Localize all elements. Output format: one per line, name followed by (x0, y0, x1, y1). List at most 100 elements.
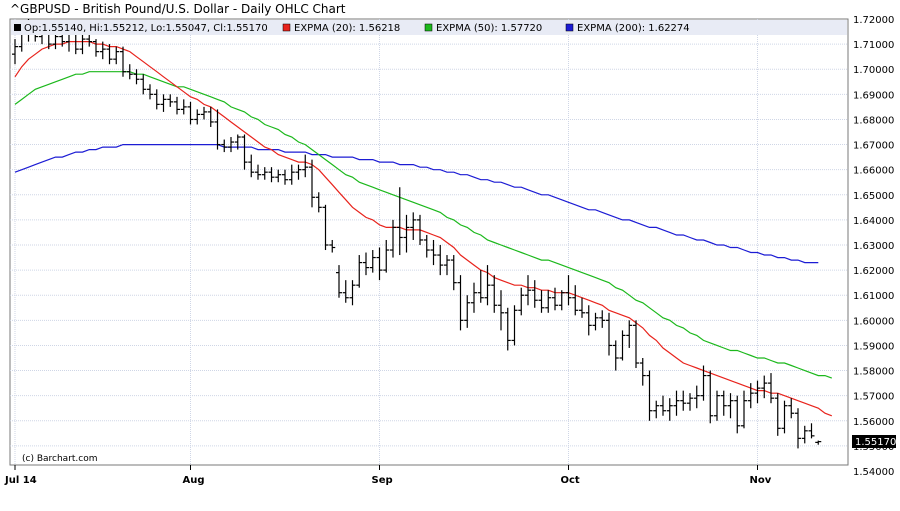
ohlc-bar (336, 265, 342, 298)
ohlc-bar (585, 305, 592, 336)
ohlc-bar (410, 212, 417, 240)
ohlc-bar (437, 245, 444, 276)
ohlc-bar (673, 390, 680, 416)
x-tick-label: Nov (750, 475, 772, 486)
ohlc-bar (747, 383, 754, 409)
y-tick-label: 1.65000 (853, 191, 894, 202)
ohlc-bar (633, 320, 639, 369)
ohlc-bar (221, 139, 228, 153)
ohlc-bar (639, 358, 646, 386)
ohlc-bar (734, 395, 741, 434)
ohlc-bar (592, 312, 599, 331)
y-tick-label: 1.70000 (853, 65, 894, 76)
ohlc-bar (174, 96, 180, 115)
ohlc-bar (754, 380, 761, 404)
ohlc-bar (477, 270, 484, 303)
ohlc-bar (565, 275, 572, 306)
ema200-series (14, 144, 819, 264)
ohlc-bar (619, 330, 626, 361)
ohlc-bar (423, 234, 430, 258)
ohlc-bar (12, 39, 18, 65)
y-tick-label: 1.66000 (853, 166, 894, 177)
ohlc-bar (376, 247, 383, 281)
y-tick-label: 1.67000 (853, 141, 894, 152)
ema20-series (14, 40, 833, 417)
ohlc-bar (552, 287, 558, 311)
x-axis: Jul 14AugSepOctNovDec (4, 465, 772, 486)
ohlc-bar (545, 290, 552, 313)
ohlc-bar (417, 214, 423, 245)
ema50-series (14, 71, 833, 379)
ema50-legend-swatch (424, 23, 433, 32)
plot-area (9, 18, 849, 466)
ohlc-bar (201, 106, 207, 120)
ohlc-bar (322, 204, 329, 251)
y-tick-label: 1.56000 (853, 417, 894, 428)
ohlc-bar (194, 109, 201, 125)
ema200-line (14, 144, 819, 264)
ohlc-bar (99, 41, 106, 60)
ohlc-bar (390, 219, 396, 258)
ohlc-bar (484, 265, 491, 306)
ohlc-bar (498, 290, 504, 331)
ohlc-bar (147, 84, 153, 100)
ohlc-bar (187, 101, 194, 125)
chart-title: ^GBPUSD - British Pound/U.S. Dollar - Da… (10, 2, 346, 16)
ema200-legend-text: EXPMA (200): 1.62274 (577, 23, 690, 34)
ohlc-bar (140, 74, 147, 95)
ohlc-bar (160, 94, 167, 112)
ohlc-bar (558, 290, 565, 311)
ohlc-bar (255, 164, 261, 180)
ohlc-bar (153, 89, 160, 110)
ohlc-bar (396, 187, 403, 256)
ohlc-bar (167, 94, 174, 107)
ohlc-bar (268, 167, 275, 183)
y-tick-label: 1.68000 (853, 115, 894, 126)
ohlc-bar (727, 393, 734, 419)
credit-text: (c) Barchart.com (22, 454, 98, 464)
ohlc-bar (383, 239, 390, 273)
ohlc-bar (808, 423, 815, 439)
y-tick-label: 1.59000 (853, 341, 894, 352)
x-tick-label: Oct (561, 475, 580, 486)
y-tick-label: 1.64000 (853, 216, 894, 227)
ohlc-bar (457, 275, 464, 331)
ohlc-bar (693, 385, 700, 409)
ohlc-bar (606, 312, 612, 356)
ohlc-bar (653, 400, 660, 419)
ohlc-bar (504, 307, 511, 351)
ohlc-bar (363, 252, 369, 276)
y-axis: 1.540001.550001.560001.570001.580001.590… (853, 15, 894, 478)
x-tick-label: Sep (372, 475, 393, 486)
ohlc-bar (79, 34, 86, 55)
ema50-legend-text: EXPMA (50): 1.57720 (436, 23, 542, 34)
y-tick-label: 1.61000 (853, 291, 894, 302)
ohlc-bar (315, 192, 322, 213)
ohlc-bar (444, 255, 450, 276)
ohlc-bar (302, 154, 309, 178)
ohlc-bar (660, 395, 666, 416)
ohlc-bar (275, 169, 282, 183)
ohlc-bar (288, 164, 295, 185)
ohlc-bar (126, 64, 133, 80)
y-tick-label: 1.57000 (853, 392, 894, 403)
ohlc-bar (214, 109, 221, 150)
ohlc-bar (430, 239, 437, 266)
y-tick-label: 1.72000 (853, 15, 894, 26)
ohlc-bar (491, 275, 498, 313)
y-tick-label: 1.62000 (853, 266, 894, 277)
ohlc-bar (207, 106, 214, 127)
ema20-legend-text: EXPMA (20): 1.56218 (294, 23, 400, 34)
ohlc-bar (228, 137, 234, 153)
y-tick-label: 1.69000 (853, 90, 894, 101)
ohlc-bar (450, 255, 457, 291)
ohlc-bar (261, 167, 268, 180)
y-tick-label: 1.63000 (853, 241, 894, 252)
ohlc-bar (599, 310, 606, 328)
ohlc-legend-swatch (14, 24, 21, 31)
ohlc-bar (120, 46, 126, 77)
ema200-legend-swatch (565, 23, 574, 32)
ohlc-bar (781, 400, 788, 434)
last-price-label: 1.55170 (855, 437, 896, 448)
ohlc-bar (403, 214, 410, 253)
